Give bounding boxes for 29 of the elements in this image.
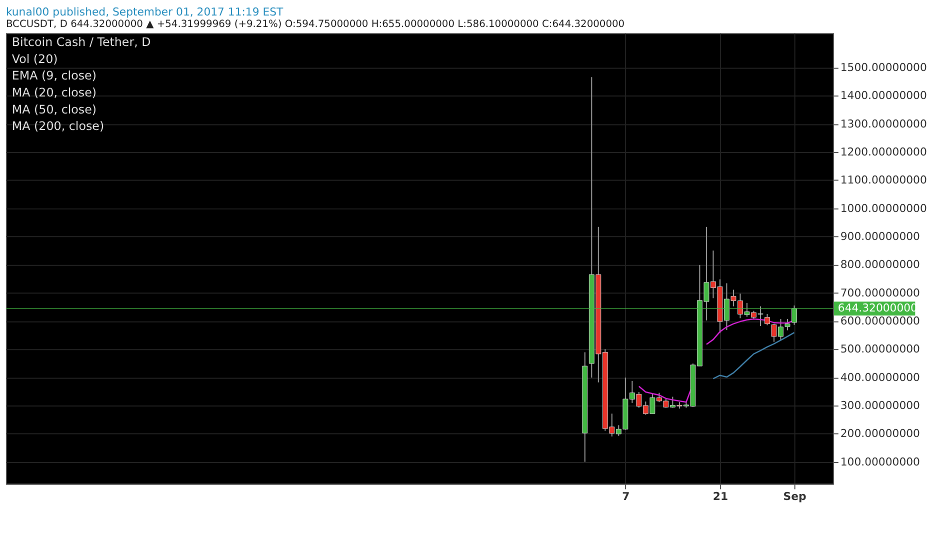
y-tick-label: 1100.00000000 xyxy=(840,174,927,187)
y-tick-label: 600.00000000 xyxy=(840,314,920,328)
y-tick-label: 200.00000000 xyxy=(840,427,920,440)
y-tick-label: 800.00000000 xyxy=(840,258,920,272)
y-tick-label: 1000.00000000 xyxy=(840,202,927,215)
annotation: MA (20, close) xyxy=(12,86,97,100)
line-series xyxy=(712,332,795,380)
y-tick-label: 1500.00000000 xyxy=(840,60,927,74)
y-tick-label: 900.00000000 xyxy=(840,230,920,243)
y-tick-label: 1400.00000000 xyxy=(840,89,927,102)
annotation: Vol (20) xyxy=(12,52,58,66)
y-tick-label: 1300.00000000 xyxy=(840,117,927,130)
annotation: MA (50, close) xyxy=(12,102,97,116)
x-tick-label: 7 xyxy=(622,490,630,504)
candlestick xyxy=(764,313,770,326)
y-tick-label: 1200.00000000 xyxy=(840,145,927,158)
annotation: MA (200, close) xyxy=(12,119,104,134)
annotation: EMA (9, close) xyxy=(12,68,96,83)
chart-title: kunal00 published, September 01, 2017 11:19 EST xyxy=(6,5,284,18)
x-tick-label: Sep xyxy=(783,490,806,504)
annotation: Bitcoin Cash / Tether, D xyxy=(12,35,151,50)
y-tick-label: 400.00000000 xyxy=(840,370,920,384)
x-tick-label: 21 xyxy=(712,490,728,504)
chart-subtitle: BCCUSDT, D 644.32000000 ▲ +54.31999969 (+9.21%) O:594.75000000 H:655.00000000 L:586.10000000 C:644.32000000 xyxy=(6,19,625,30)
y-tick-label: 700.00000000 xyxy=(840,286,920,300)
y-tick-label: 100.00000000 xyxy=(840,455,920,468)
y-tick-label: 300.00000000 xyxy=(840,398,920,412)
candlestick xyxy=(792,305,797,326)
y-tick-label: 500.00000000 xyxy=(840,342,920,356)
